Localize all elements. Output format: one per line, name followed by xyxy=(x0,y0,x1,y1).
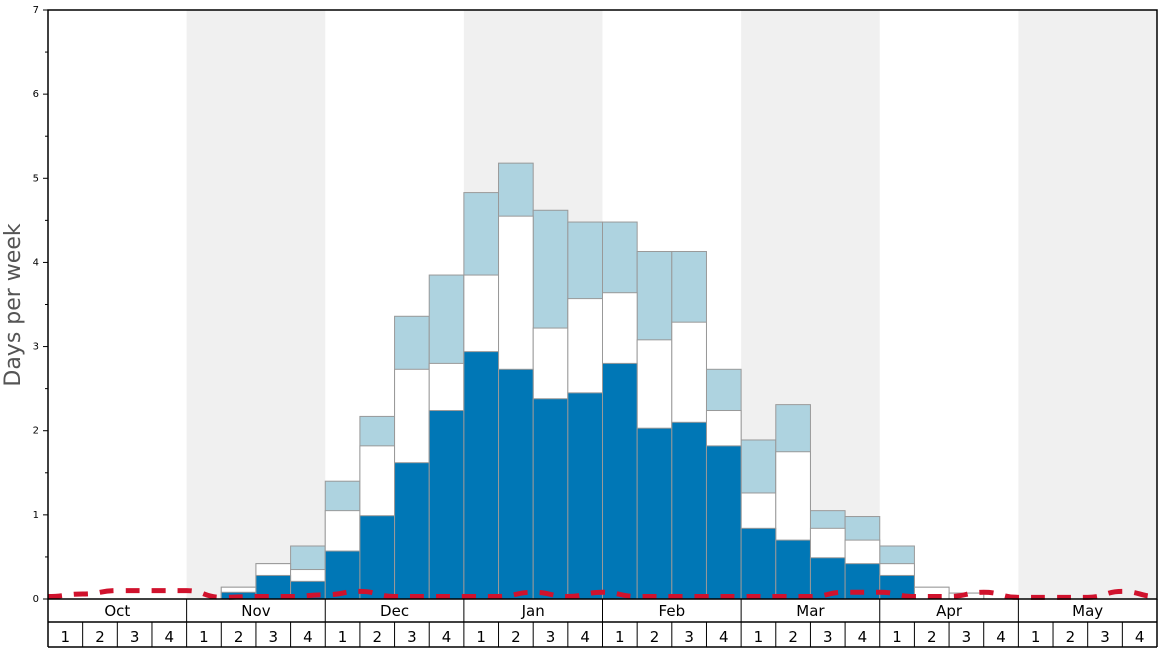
bar xyxy=(740,527,777,600)
y-tick-label: 4 xyxy=(33,257,39,268)
week-label: 3 xyxy=(823,628,833,646)
week-label: 2 xyxy=(650,628,660,646)
y-tick-label: 2 xyxy=(33,426,39,437)
week-label: 4 xyxy=(303,628,313,646)
week-label: 1 xyxy=(61,628,71,646)
week-label: 2 xyxy=(788,628,798,646)
week-label: 2 xyxy=(234,628,244,646)
y-tick-label: 5 xyxy=(33,173,39,184)
month-band xyxy=(186,10,326,599)
y-tick-label: 6 xyxy=(33,89,39,100)
week-label: 1 xyxy=(754,628,764,646)
bar xyxy=(775,539,811,600)
bar xyxy=(567,392,603,600)
y-axis-label: Days per week xyxy=(1,223,26,386)
bar xyxy=(498,368,534,600)
week-label: 4 xyxy=(442,628,452,646)
y-tick-label: 0 xyxy=(33,594,39,605)
week-label: 3 xyxy=(407,628,417,646)
week-label: 4 xyxy=(858,628,868,646)
month-label: Dec xyxy=(380,602,409,620)
week-label: 2 xyxy=(95,628,105,646)
bar xyxy=(671,421,707,600)
x-axis: Oct 1 2 3 4 Nov 1 2 3 4 Dec 1 2 3 4 Jan 1 2 3 4 Feb 1 2 3 4 Mar 1 2… xyxy=(47,599,1158,648)
week-label: 4 xyxy=(996,628,1006,646)
bar xyxy=(428,410,465,600)
week-label: 1 xyxy=(615,628,625,646)
week-label: 1 xyxy=(892,628,902,646)
bar-stacks xyxy=(220,162,985,600)
month-label: Jan xyxy=(521,602,545,620)
week-label: 2 xyxy=(1066,628,1076,646)
month-label: Nov xyxy=(241,602,270,620)
week-label: 1 xyxy=(476,628,486,646)
y-axis: 0 1 2 3 4 5 6 7 xyxy=(33,5,48,605)
month-label: Oct xyxy=(104,602,130,620)
week-label: 3 xyxy=(546,628,556,646)
bar xyxy=(636,427,673,600)
month-label: May xyxy=(1072,602,1103,620)
bar xyxy=(705,445,742,600)
week-label: 3 xyxy=(130,628,140,646)
bar xyxy=(463,351,500,600)
week-label: 1 xyxy=(338,628,348,646)
week-label: 3 xyxy=(1100,628,1110,646)
month-label: Feb xyxy=(659,602,686,620)
week-label: 4 xyxy=(719,628,729,646)
week-label: 1 xyxy=(1031,628,1041,646)
bar xyxy=(394,462,430,600)
bar xyxy=(532,398,569,600)
y-tick-label: 7 xyxy=(33,5,39,16)
week-label: 4 xyxy=(580,628,590,646)
y-tick-label: 1 xyxy=(33,510,39,521)
month-label: Apr xyxy=(936,602,963,620)
week-label: 2 xyxy=(511,628,521,646)
week-label: 3 xyxy=(962,628,972,646)
dashed-line-series xyxy=(47,588,1158,600)
week-label: 3 xyxy=(268,628,278,646)
week-label: 1 xyxy=(199,628,209,646)
bar xyxy=(359,515,396,600)
week-label: 4 xyxy=(1135,628,1145,646)
month-label: Mar xyxy=(796,602,825,620)
week-label: 3 xyxy=(684,628,694,646)
y-tick-label: 3 xyxy=(33,342,39,353)
week-label: 4 xyxy=(165,628,175,646)
week-label: 2 xyxy=(927,628,937,646)
week-label: 2 xyxy=(372,628,382,646)
month-band xyxy=(1018,10,1157,599)
bar xyxy=(602,362,638,600)
